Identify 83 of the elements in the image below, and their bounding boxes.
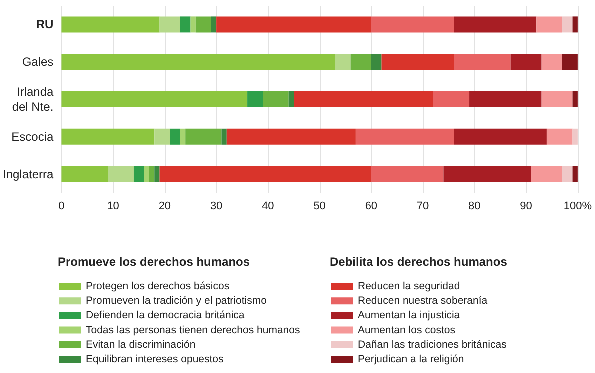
bar	[531, 166, 562, 182]
bar	[433, 92, 470, 108]
bar	[542, 92, 573, 108]
bar	[572, 128, 578, 145]
bar	[294, 92, 434, 108]
y-tick-label: Irlanda del Nte.	[12, 85, 54, 114]
bar	[371, 16, 454, 33]
legend-label: Promueven la tradición y el patriotismo	[86, 295, 268, 308]
y-tick-label: RU	[36, 18, 54, 32]
bar	[196, 16, 212, 33]
bar	[454, 128, 547, 145]
bar	[211, 16, 217, 33]
x-tick-label: 10	[107, 200, 120, 212]
bar	[562, 54, 578, 70]
bar	[371, 166, 444, 182]
bar	[134, 166, 144, 182]
bar	[382, 54, 454, 70]
x-tick-label: 40	[262, 200, 274, 212]
bar	[216, 16, 372, 33]
bar	[572, 166, 578, 182]
bar	[356, 128, 454, 145]
legend-label: Evitan la discriminación	[86, 338, 196, 351]
bar	[222, 128, 227, 145]
legend-label: Perjudican a la religión	[358, 354, 464, 366]
y-tick-label: Gales	[22, 55, 54, 70]
bar	[470, 92, 542, 108]
bar	[288, 92, 294, 108]
bar	[62, 166, 108, 182]
legend-label: Reducen nuestra soberanía	[358, 295, 488, 308]
bar	[190, 16, 196, 33]
legend-label: Aumentan la injusticia	[358, 310, 460, 322]
bar	[160, 166, 372, 182]
x-tick-label: 90	[520, 200, 532, 212]
bar	[62, 54, 336, 70]
bar	[62, 16, 160, 33]
legend-label: Defienden la democracia británica	[86, 310, 245, 322]
x-tick-label: 30	[210, 200, 223, 212]
legend-label: Protegen los derechos básicos	[86, 280, 230, 292]
bar	[248, 92, 264, 108]
text: Debilita los derechos humanos	[330, 255, 508, 269]
x-tick-label: 100%	[564, 200, 592, 212]
text: Promueve los derechos humanos	[58, 255, 250, 269]
legend-label: Dañan las tradiciones británicas	[358, 338, 507, 351]
bar	[572, 92, 578, 108]
bar	[546, 128, 573, 145]
bar	[536, 16, 562, 33]
x-tick-label: 50	[314, 200, 326, 212]
x-tick-label: 20	[158, 200, 172, 212]
bar	[335, 54, 351, 70]
bar	[62, 92, 248, 108]
bar	[562, 166, 573, 182]
bar	[144, 166, 150, 182]
x-tick-label: 80	[468, 200, 481, 212]
bar	[454, 16, 537, 33]
legend-label: Aumentan los costos	[358, 324, 456, 336]
bar	[226, 128, 356, 145]
bar	[371, 54, 382, 70]
x-tick-label: 70	[416, 200, 430, 212]
bar	[62, 128, 155, 145]
bar	[180, 16, 191, 33]
bar	[170, 128, 180, 145]
bar	[444, 166, 532, 182]
bar	[149, 166, 155, 182]
x-tick-label: 60	[365, 200, 378, 212]
y-tick-label: Inglaterra	[2, 167, 54, 182]
bar	[572, 16, 578, 33]
bar	[160, 16, 180, 33]
legend-label: Todas las personas tienen derechos humanos	[86, 324, 300, 336]
bar	[350, 54, 372, 70]
y-tick-label: Escocia	[12, 130, 54, 144]
bar	[454, 54, 511, 70]
bar	[562, 16, 573, 33]
bar	[154, 128, 170, 145]
x-tick-label: 0	[58, 200, 65, 212]
bar	[186, 128, 222, 145]
bar	[180, 128, 186, 145]
bar	[542, 54, 562, 70]
bar	[263, 92, 289, 108]
bar	[510, 54, 542, 70]
bar	[154, 166, 160, 182]
legend-label: Equilibran intereses opuestos	[86, 354, 224, 366]
bar	[108, 166, 134, 182]
legend-label: Reducen la seguridad	[358, 280, 460, 292]
